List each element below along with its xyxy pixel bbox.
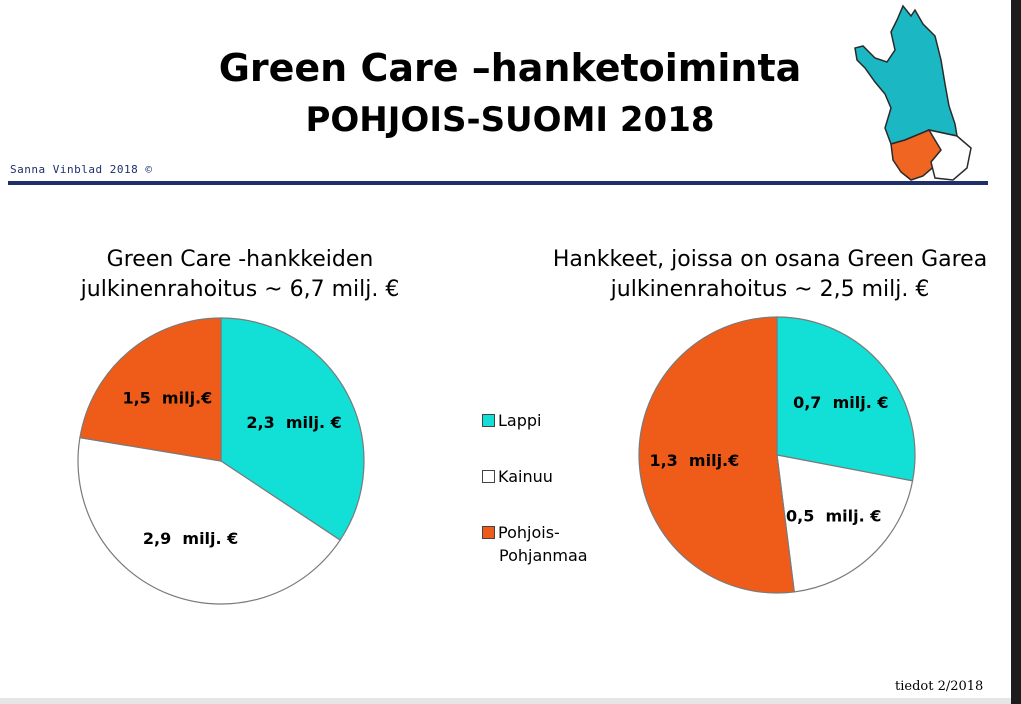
pie-chart-2: 0,7 milj. € 0,5 milj. € 1,3 milj.€ <box>638 316 916 594</box>
slide-title-line-1: Green Care –hanketoiminta <box>218 46 802 90</box>
legend-label-pohjois-pohjanmaa-line-2: Pohjanmaa <box>499 546 588 565</box>
pie-1-label-lappi: 2,3 milj. € <box>246 413 341 432</box>
chart-2-title: Hankkeet, joissa on osana Green Garea ju… <box>530 245 1010 305</box>
slide-title-line-2: POHJOIS-SUOMI 2018 <box>305 100 715 140</box>
map-region-east <box>927 128 972 181</box>
legend-item-lappi: Lappi <box>482 410 541 430</box>
legend-item-kainuu: Kainuu <box>482 466 553 486</box>
legend-label-pohjois-pohjanmaa: Pohjois- <box>498 523 560 542</box>
chart-2-title-line-1: Hankkeet, joissa on osana Green Garea <box>552 247 988 272</box>
legend-swatch-lappi <box>482 414 495 427</box>
legend-item-pohjois-pohjanmaa: Pohjois- Pohjanmaa <box>482 522 588 565</box>
legend-label-lappi: Lappi <box>498 411 542 430</box>
header-rule <box>8 181 988 185</box>
author-credit: Sanna Vinblad 2018 © <box>10 163 153 176</box>
window-edge-bottom <box>0 698 1011 704</box>
pie-2-label-kainuu: 0,5 milj. € <box>786 506 881 525</box>
chart-1-title-line-2: julkinenrahoitus ~ 6,7 milj. € <box>80 277 400 302</box>
pie-chart-1: 2,3 milj. € 2,9 milj. € 1,5 milj.€ <box>77 317 365 605</box>
legend-swatch-pohjois-pohjanmaa <box>482 526 495 539</box>
chart-2-title-line-2: julkinenrahoitus ~ 2,5 milj. € <box>610 277 930 302</box>
pie-2-label-pohjois-pohjanmaa: 1,3 milj.€ <box>649 451 739 470</box>
data-source-note: tiedot 2/2018 <box>895 679 984 694</box>
pie-2-label-lappi: 0,7 milj. € <box>793 393 888 412</box>
pie-1-slice-kainuu <box>77 436 341 605</box>
map-region-north <box>854 4 958 145</box>
chart-1-title: Green Care -hankkeiden julkinenrahoitus … <box>30 245 450 305</box>
pie-1-label-kainuu: 2,9 milj. € <box>143 529 238 548</box>
finland-region-map-icon <box>854 4 972 181</box>
pie-1-slice-pohjois-pohjanmaa <box>79 317 222 462</box>
pie-2-slice-kainuu <box>776 454 914 593</box>
legend-label-kainuu: Kainuu <box>498 467 553 486</box>
pie-2-slice-pohjois-pohjanmaa <box>638 316 795 594</box>
pie-2-slice-lappi <box>776 316 916 482</box>
legend-swatch-kainuu <box>482 470 495 483</box>
chart-1-title-line-1: Green Care -hankkeiden <box>106 247 374 272</box>
slide-title: Green Care –hanketoiminta POHJOIS-SUOMI … <box>140 44 880 142</box>
pie-1-label-pohjois-pohjanmaa: 1,5 milj.€ <box>122 389 212 408</box>
window-edge-right <box>1011 0 1021 704</box>
